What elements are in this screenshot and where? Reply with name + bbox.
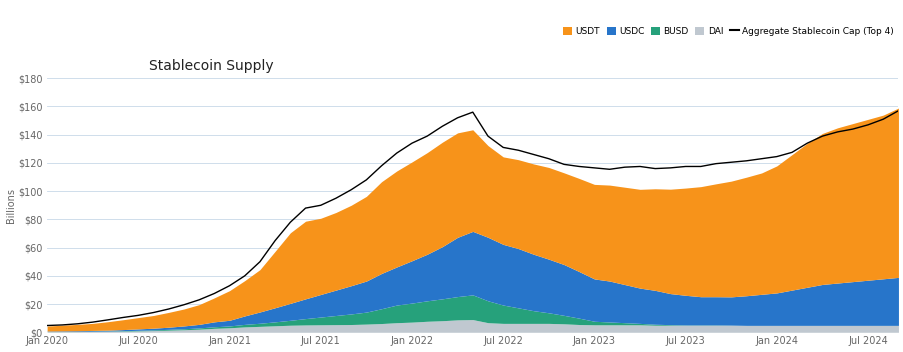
- Y-axis label: Billions: Billions: [5, 188, 15, 223]
- Legend: USDT, USDC, BUSD, DAI, Aggregate Stablecoin Cap (Top 4): USDT, USDC, BUSD, DAI, Aggregate Stablec…: [563, 27, 893, 36]
- Text: Stablecoin Supply: Stablecoin Supply: [149, 59, 274, 73]
